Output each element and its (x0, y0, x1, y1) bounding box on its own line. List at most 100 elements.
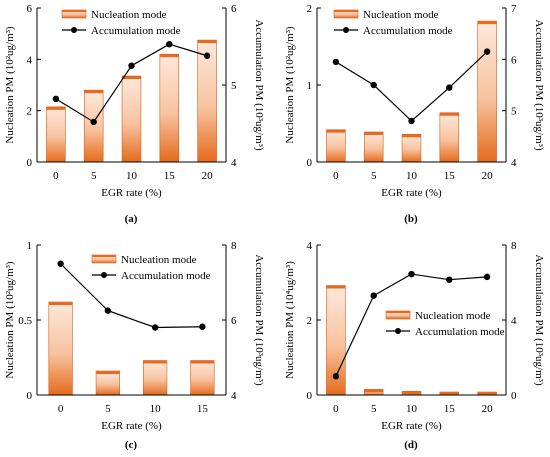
line-point-d-2 (408, 270, 415, 278)
line-point-a-0 (52, 95, 60, 103)
line-point-c-1 (104, 307, 112, 314)
bar-cap-b-1 (364, 131, 384, 135)
line-point-c-2 (151, 324, 159, 331)
bar-a-1 (83, 89, 104, 163)
y-tick-label-d-0: 0 (307, 390, 313, 402)
y-tick-label-b-2: 2 (307, 3, 313, 15)
y2-axis-label-a: Accumulation PM (10³ug/m³) (253, 19, 265, 151)
x-tick-label-d-2: 10 (406, 403, 418, 415)
bar-b-4 (477, 20, 497, 163)
y2-axis-label-b: Accumulation PM (10³ug/m³) (533, 19, 545, 151)
x-tick-label-b-4: 20 (482, 170, 494, 182)
legend-label-bar-a: Nucleation mode (91, 9, 167, 21)
y-axis-label-c: Nucleation PM (10²ug/m³) (4, 261, 16, 379)
y-tick-label-a-3: 6 (27, 3, 33, 15)
y-tick-label-a-2: 4 (27, 54, 33, 66)
line-point-b-1 (370, 81, 377, 89)
chart-panel-d: 0 2 4 0 4 8 0 5 10 15 20 EGR rate (%) Nucleation PM … (284, 240, 545, 451)
y-tick-label-b-0: 0 (307, 157, 313, 169)
line-point-a-2 (128, 62, 135, 69)
line-point-c-3 (199, 323, 206, 330)
y2-tick-label-c-2: 8 (231, 240, 237, 252)
x-tick-label-b-1: 5 (371, 170, 377, 182)
chart-panel-c: 0 0.5 1 4 6 8 0 5 10 15 EGR rate (%) Nucleation PM … (4, 240, 265, 451)
y2-tick-label-b-2: 6 (511, 54, 517, 66)
y2-axis-label-d: Accumulation PM (10³ug/m³) (533, 254, 545, 386)
legend-swatch-marker-d (395, 328, 401, 334)
bar-cap-c-1 (96, 371, 120, 374)
x-tick-label-c-1: 5 (105, 403, 111, 415)
y2-tick-label-b-0: 4 (511, 157, 517, 169)
bar-c-1 (95, 370, 120, 396)
y2-tick-label-d-1: 4 (511, 315, 517, 327)
bar-cap-c-2 (143, 360, 167, 364)
chart-panel-a: 0 2 4 6 4 5 6 0 5 10 15 20 EGR rate (%) Nucleation PM… (4, 3, 265, 225)
y-axis-label-a: Nucleation PM (10²ug/m³) (4, 26, 16, 144)
panel-caption-d: (d) (404, 439, 418, 451)
y-tick-label-a-1: 2 (27, 106, 33, 118)
bar-cap-a-1 (84, 90, 104, 94)
bar-cap-d-2 (402, 391, 421, 395)
line-point-a-4 (203, 52, 211, 59)
bar-a-3 (159, 53, 180, 163)
line-point-d-0 (332, 373, 340, 380)
y-axis-label-d: Nucleation PM (10⁴ug/m³) (284, 261, 296, 379)
line-point-b-0 (332, 58, 340, 66)
bar-b-0 (326, 129, 346, 163)
x-axis-label-a: EGR rate (%) (101, 187, 162, 199)
x-tick-label-c-2: 10 (150, 403, 162, 415)
y-tick-label-c-0: 0 (27, 390, 33, 402)
bar-cap-b-0 (326, 129, 346, 133)
x-tick-label-a-2: 10 (126, 170, 138, 182)
x-tick-label-d-3: 15 (444, 403, 456, 415)
bar-b-2 (401, 133, 422, 163)
x-tick-label-d-1: 5 (371, 403, 377, 415)
panel-caption-a: (a) (125, 213, 138, 225)
bar-cap-a-3 (159, 54, 179, 58)
bar-cap-a-4 (197, 40, 217, 44)
bar-c-2 (143, 360, 168, 396)
line-point-b-4 (483, 48, 491, 55)
legend-label-line-a: Accumulation mode (91, 25, 181, 37)
panel-caption-b: (b) (404, 213, 418, 225)
y2-tick-label-a-1: 5 (231, 80, 237, 92)
legend-label-bar-b: Nucleation mode (363, 9, 439, 21)
legend-label-line-c: Accumulation mode (121, 270, 211, 282)
legend-label-bar-c: Nucleation mode (121, 254, 197, 266)
bar-cap-d-1 (364, 389, 384, 393)
line-point-a-3 (166, 40, 173, 48)
y2-tick-label-b-1: 5 (511, 106, 517, 118)
line-point-b-3 (446, 84, 453, 91)
line-c (60, 263, 203, 329)
legend-swatch-bar-cap-a (62, 10, 86, 12)
legend-swatch-bar-cap-d (386, 311, 410, 313)
bar-cap-c-0 (48, 302, 73, 305)
x-tick-label-a-1: 5 (91, 170, 97, 182)
y2-axis-label-c: Accumulation PM (10³ug/m³) (253, 254, 265, 386)
bar-cap-b-4 (477, 21, 497, 25)
bar-cap-d-4 (477, 392, 497, 395)
x-tick-label-a-4: 20 (202, 170, 214, 182)
y2-tick-label-b-3: 7 (511, 3, 517, 15)
line-b (335, 51, 488, 122)
x-axis-label-b: EGR rate (%) (381, 187, 442, 199)
chart-panel-b: 0 1 2 4 5 6 7 0 5 10 15 20 EGR rate (%) Nucleation PM… (284, 3, 545, 225)
bar-b-1 (363, 131, 384, 163)
legend-swatch-marker-b (343, 27, 349, 33)
x-tick-label-a-3: 15 (164, 170, 176, 182)
legend-label-line-d: Accumulation mode (415, 326, 505, 338)
x-axis-label-d: EGR rate (%) (381, 420, 442, 432)
legend-swatch-marker-a (71, 27, 77, 33)
bar-cap-a-2 (122, 76, 141, 80)
x-tick-label-b-2: 10 (406, 170, 418, 182)
y-tick-label-c-2: 1 (27, 240, 33, 252)
bar-cap-b-3 (439, 112, 459, 116)
bar-cap-c-3 (190, 360, 215, 364)
x-tick-label-b-3: 15 (444, 170, 456, 182)
line-point-b-2 (408, 117, 415, 125)
line-point-d-4 (483, 273, 491, 281)
y2-tick-label-c-0: 4 (231, 390, 237, 402)
bar-c-3 (190, 360, 215, 396)
y-tick-label-d-1: 2 (307, 315, 313, 327)
y2-tick-label-d-2: 8 (511, 240, 517, 252)
